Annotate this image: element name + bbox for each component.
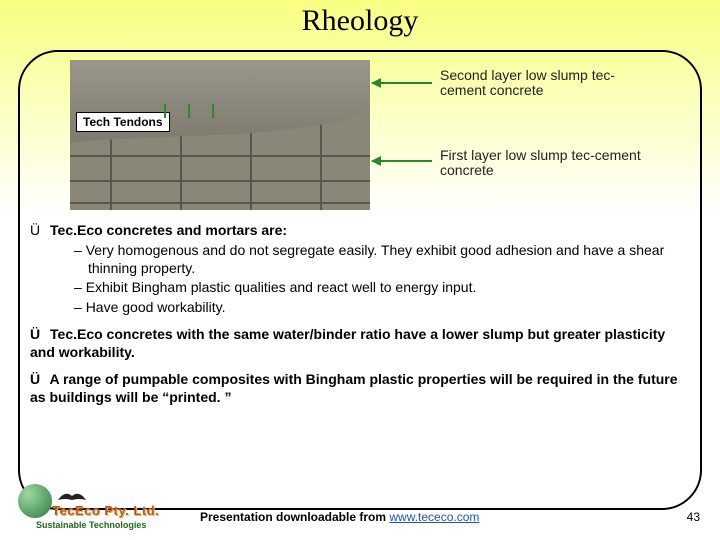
tendon-pointer: [164, 104, 166, 118]
annotation-arrow: [372, 82, 432, 84]
tendon-label: Tech Tendons: [76, 112, 170, 132]
sub-bullet: Have good workability.: [74, 299, 690, 317]
bullet-3-text: A range of pumpable composites with Bing…: [30, 371, 678, 405]
download-text: Presentation downloadable from www.tecec…: [200, 510, 479, 524]
annotation-bottom: First layer low slump tec-cement concret…: [440, 148, 650, 179]
globe-icon: [18, 484, 52, 518]
company-name: TecEco Pty. Ltd.: [52, 503, 159, 518]
company-tagline: Sustainable Technologies: [36, 520, 146, 530]
bullet-glyph: Ü: [30, 326, 40, 344]
annotation-arrow: [372, 160, 432, 162]
figure-area: Tech Tendons Second layer low slump tec-…: [70, 60, 630, 210]
bullet-1-head: Tec.Eco concretes and mortars are:: [50, 222, 287, 238]
bullet-1: Ü Tec.Eco concretes and mortars are:: [30, 222, 690, 238]
sub-bullet: Very homogenous and do not segregate eas…: [74, 242, 690, 277]
page-number: 43: [687, 510, 700, 524]
slide-title: Rheology: [0, 4, 720, 38]
tendon-pointer: [212, 104, 214, 118]
bullet-glyph: Ü: [30, 371, 40, 389]
bullet-2-text: Tec.Eco concretes with the same water/bi…: [30, 326, 665, 360]
download-link[interactable]: www.tececo.com: [389, 510, 479, 524]
annotation-top: Second layer low slump tec-cement concre…: [440, 68, 650, 99]
tendon-pointer: [188, 104, 190, 118]
sub-bullet: Exhibit Bingham plastic qualities and re…: [74, 279, 690, 297]
concrete-photo: Tech Tendons: [70, 60, 370, 210]
bullet-glyph: Ü: [30, 222, 40, 238]
content-area: Ü Tec.Eco concretes and mortars are: Ver…: [30, 222, 690, 406]
bird-icon: [58, 490, 86, 504]
bullet-3: Ü A range of pumpable composites with Bi…: [30, 371, 690, 406]
download-label: Presentation downloadable from: [200, 510, 389, 524]
bullet-2: Ü Tec.Eco concretes with the same water/…: [30, 326, 690, 361]
